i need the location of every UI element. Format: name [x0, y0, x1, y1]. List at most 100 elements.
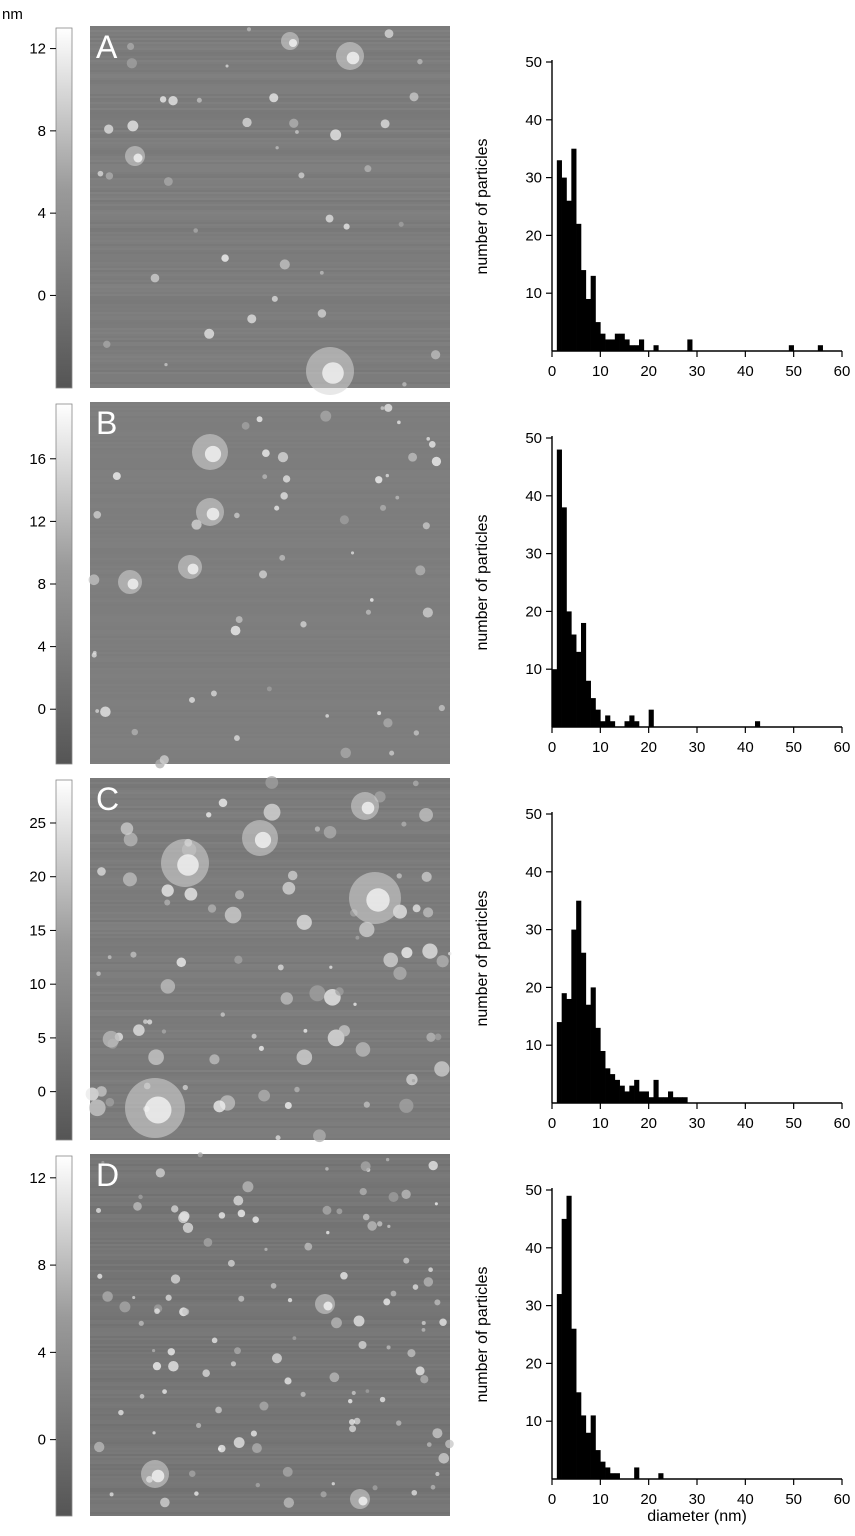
- x-tick-label: 50: [785, 1491, 802, 1508]
- y-axis-label: number of particles: [474, 514, 491, 650]
- histogram-bar: [595, 1450, 601, 1479]
- colorbar-b: 16 12 8 4 0: [29, 403, 73, 765]
- histogram-bar: [576, 900, 582, 1103]
- afm-image-d: D: [90, 1152, 454, 1516]
- y-tick-label: 40: [525, 112, 542, 129]
- histogram-bar: [571, 634, 577, 727]
- y-tick-label: 50: [525, 1182, 542, 1199]
- y-tick-label: 50: [525, 54, 542, 71]
- y-tick-label: 10: [525, 661, 542, 678]
- x-tick-label: 20: [640, 363, 657, 380]
- histogram-bar: [629, 345, 635, 351]
- x-tick-label: 0: [548, 1115, 556, 1132]
- histogram-bar: [624, 721, 630, 727]
- x-tick-label: 50: [785, 363, 802, 380]
- histogram-bar: [595, 709, 601, 727]
- histogram-bar: [595, 1027, 601, 1103]
- histogram-bar: [561, 177, 567, 351]
- colorbar-tick-label: 20: [29, 869, 46, 886]
- colorbar-tick-label: 16: [29, 451, 46, 468]
- histogram-bar: [595, 322, 601, 351]
- histogram-bar: [610, 1473, 616, 1479]
- histogram-bar: [639, 339, 645, 351]
- colorbar-tick-label: 12: [29, 41, 46, 58]
- panel-letter: A: [96, 29, 118, 65]
- x-tick-label: 40: [737, 1491, 754, 1508]
- histogram-bar: [590, 275, 596, 351]
- x-tick-label: 20: [640, 739, 657, 756]
- histogram-bar: [585, 298, 591, 351]
- x-tick-label: 30: [689, 1491, 706, 1508]
- histogram-bar: [576, 651, 582, 727]
- colorbar-gradient: [55, 27, 73, 389]
- histogram-bar: [605, 339, 611, 351]
- colorbar-tick-label: 8: [38, 123, 46, 140]
- x-tick-label: 40: [737, 739, 754, 756]
- y-tick-label: 10: [525, 1037, 542, 1054]
- histogram-bar: [634, 1467, 640, 1479]
- x-tick-label: 30: [689, 739, 706, 756]
- afm-image-b: B: [88, 402, 450, 769]
- histogram-bar: [668, 1091, 674, 1103]
- histogram-bar: [605, 715, 611, 727]
- y-tick-label: 30: [525, 1298, 542, 1315]
- histogram-bar: [663, 1097, 669, 1103]
- histogram-bar: [755, 721, 761, 727]
- colorbar-tick-label: 5: [38, 1030, 46, 1047]
- histogram-bar: [576, 223, 582, 351]
- histogram-bar: [561, 507, 567, 727]
- x-tick-label: 10: [592, 1491, 609, 1508]
- x-tick-label: 20: [640, 1115, 657, 1132]
- histogram-bar: [648, 709, 654, 727]
- colorbar-tick-label: 4: [38, 1344, 46, 1361]
- y-tick-label: 10: [525, 285, 542, 302]
- y-tick-label: 20: [525, 1355, 542, 1372]
- x-tick-label: 0: [548, 739, 556, 756]
- y-tick-label: 30: [525, 922, 542, 939]
- histogram-bar: [600, 1050, 606, 1103]
- x-tick-label: 10: [592, 739, 609, 756]
- x-tick-label: 60: [834, 1491, 851, 1508]
- panel-letter: D: [96, 1157, 119, 1193]
- colorbar-c: 25 20 15 10 5 0: [29, 779, 73, 1141]
- histogram-bar: [610, 1074, 616, 1103]
- y-axis-label: number of particles: [474, 138, 491, 274]
- afm-image-a: A: [90, 26, 450, 395]
- x-tick-label: 40: [737, 1115, 754, 1132]
- panel-letter: C: [96, 781, 119, 817]
- histogram-bar: [634, 345, 640, 351]
- histogram-bar: [614, 1079, 620, 1103]
- x-tick-label: 60: [834, 363, 851, 380]
- x-tick-label: 60: [834, 1115, 851, 1132]
- y-tick-label: 20: [525, 227, 542, 244]
- colorbar-tick-label: 4: [38, 639, 46, 656]
- histogram-bar: [581, 952, 587, 1103]
- colorbar-tick-label: 8: [38, 576, 46, 593]
- x-tick-label: 30: [689, 1115, 706, 1132]
- histogram-bar: [648, 1097, 654, 1103]
- histogram-bar: [600, 721, 606, 727]
- x-tick-label: 50: [785, 739, 802, 756]
- y-tick-label: 20: [525, 979, 542, 996]
- colorbar-gradient: [55, 403, 73, 765]
- histogram-bar: [788, 345, 794, 351]
- colorbar-tick-label: 10: [29, 976, 46, 993]
- histogram-bar: [605, 1467, 611, 1479]
- histogram-bar: [639, 1091, 645, 1103]
- x-tick-label: 10: [592, 363, 609, 380]
- colorbar-d: 12 8 4 0: [29, 1155, 73, 1517]
- x-tick-label: 0: [548, 363, 556, 380]
- histogram-d: 0 10 20 30 40 50 60 10 20 30 40 50 number of particl…: [474, 1182, 851, 1525]
- y-tick-label: 10: [525, 1413, 542, 1430]
- colorbar-gradient: [55, 779, 73, 1141]
- x-tick-label: 20: [640, 1491, 657, 1508]
- histogram-bar: [585, 680, 591, 727]
- histogram-bar: [600, 333, 606, 351]
- colorbar-tick-label: 12: [29, 1170, 46, 1187]
- histogram-bar: [566, 200, 572, 351]
- histogram-bar: [677, 1097, 683, 1103]
- histogram-bar: [614, 333, 620, 351]
- histogram-bar: [614, 1473, 620, 1479]
- y-tick-label: 30: [525, 170, 542, 187]
- histogram-bar: [600, 1461, 606, 1479]
